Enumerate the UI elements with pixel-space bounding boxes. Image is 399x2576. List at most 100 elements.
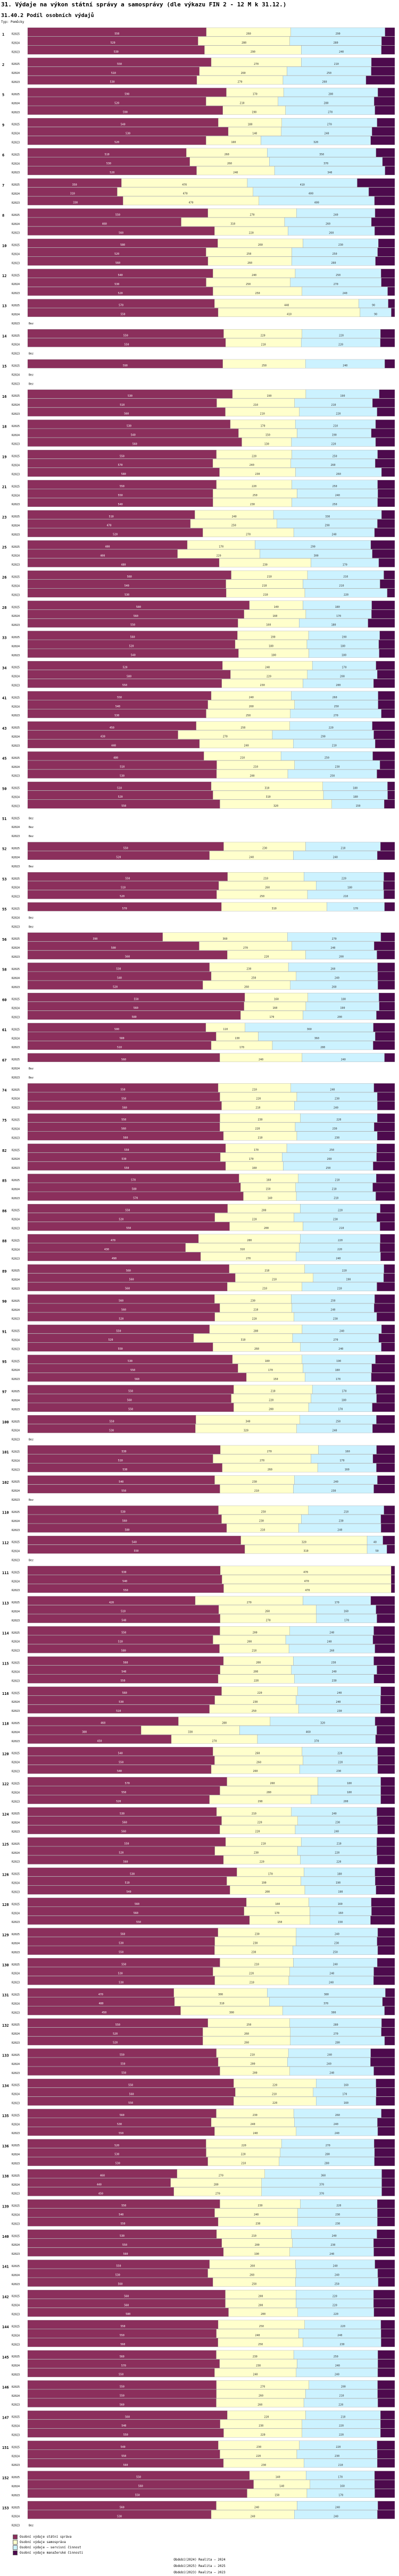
data-label: 190 — [342, 636, 346, 639]
data-label: 550 — [115, 2023, 120, 2027]
year-label: R2023 — [12, 1650, 20, 1653]
year-label: R2025 — [12, 1722, 20, 1725]
year-label: R2023 — [12, 775, 20, 778]
bar-segment — [378, 238, 395, 248]
bar-segment — [376, 1192, 395, 1201]
data-label: 550 — [120, 1679, 125, 1683]
group-label: 134 — [2, 2084, 9, 2088]
data-label: 360 — [307, 1028, 312, 1031]
group-label: 45 — [2, 757, 6, 761]
no-data-label: Bez — [29, 835, 34, 838]
bar-segment — [381, 709, 395, 718]
data-label: 210 — [240, 102, 245, 105]
year-label: R2025 — [12, 1782, 20, 1785]
data-label: 220 — [252, 455, 256, 458]
data-label: 550 — [136, 1921, 141, 1924]
data-label: 200 — [256, 1661, 261, 1665]
data-label: 280 — [325, 2162, 329, 2165]
year-label: R2024 — [12, 494, 20, 497]
bar-segment — [377, 2510, 395, 2519]
year-label: R2025 — [12, 123, 20, 127]
year-label: R2025 — [12, 817, 20, 820]
data-label: 220 — [329, 726, 334, 730]
bar-segment — [377, 1764, 395, 1774]
data-label: 220 — [338, 1761, 343, 1764]
year-label: R2023 — [12, 1861, 20, 1864]
bar-segment — [377, 2199, 395, 2209]
data-label: 170 — [253, 93, 257, 96]
data-label: 550 — [117, 696, 122, 699]
no-data-label: Bez — [29, 382, 34, 386]
data-label: 240 — [249, 696, 254, 699]
bar-segment — [373, 730, 395, 739]
data-label: 520 — [119, 1851, 123, 1854]
data-label: 230 — [333, 1218, 338, 1221]
data-label: 270 — [243, 947, 248, 950]
no-data-label: Bez — [29, 1559, 34, 1562]
data-label: 320 — [244, 1429, 248, 1432]
bar-segment — [375, 739, 395, 748]
bar-segment — [376, 1174, 395, 1183]
data-label: 260 — [270, 1782, 275, 1785]
data-label: 560 — [125, 1287, 130, 1291]
data-label: 210 — [263, 877, 268, 880]
data-label: 260 — [326, 222, 330, 225]
data-label: 560 — [123, 2464, 128, 2467]
bar-segment — [370, 1596, 395, 1605]
data-label: 560 — [132, 442, 137, 446]
data-label: 530 — [122, 1158, 127, 1161]
bar-segment — [381, 1342, 395, 1352]
data-label: 110 — [223, 1028, 228, 1031]
data-label: 270 — [326, 2144, 330, 2147]
bar-segment — [378, 640, 395, 649]
data-label: 220 — [336, 2204, 341, 2207]
data-label: 270 — [260, 1459, 264, 1462]
data-label: 560 — [124, 2304, 129, 2307]
bar-segment — [373, 1674, 395, 1684]
data-label: 220 — [339, 2424, 344, 2428]
bar-segment — [374, 2157, 395, 2166]
bar-segment — [380, 1686, 395, 1696]
data-label: 150 — [265, 1188, 270, 1191]
bar-segment — [377, 2458, 395, 2468]
bar-segment — [371, 66, 395, 76]
data-label: 550 — [114, 32, 119, 36]
data-label: 550 — [125, 1209, 130, 1212]
data-label: 250 — [332, 485, 337, 488]
year-label: R2023 — [12, 684, 20, 688]
year-label: R2024 — [12, 344, 20, 347]
data-label: 220 — [342, 1269, 347, 1273]
bar-segment — [377, 670, 395, 679]
data-label: 550 — [119, 2132, 123, 2135]
group-label: 126 — [2, 1872, 9, 1877]
year-label: R2024 — [12, 555, 20, 558]
bar-segment — [384, 570, 395, 580]
data-label: 230 — [337, 1710, 342, 1713]
data-label: 210 — [343, 575, 348, 579]
data-label: 210 — [261, 343, 266, 346]
data-label: 230 — [334, 1942, 339, 1945]
data-label: 240 — [255, 2334, 260, 2337]
data-label: 400 — [309, 193, 313, 196]
year-label: R2023 — [12, 1136, 20, 1140]
data-label: 260 — [244, 2042, 249, 2045]
year-label: R2023 — [12, 1951, 20, 1954]
bar-segment — [372, 127, 395, 136]
data-label: 480 — [98, 2002, 103, 2005]
data-label: 240 — [335, 2364, 340, 2368]
year-label: R2024 — [12, 886, 20, 890]
data-label: 250 — [246, 283, 251, 286]
bar-segment — [378, 2350, 395, 2360]
data-label: 560 — [135, 1903, 139, 1906]
data-label: 560 — [123, 2253, 128, 2256]
bar-segment — [381, 278, 395, 287]
data-label: 530 — [116, 968, 121, 971]
data-label: 550 — [130, 624, 135, 627]
year-label: R2025 — [12, 1632, 20, 1635]
data-label: 520 — [114, 253, 119, 256]
data-label: 550 — [118, 494, 123, 497]
data-label: 550 — [123, 847, 128, 850]
data-label: 460 — [306, 1731, 311, 1734]
bar-segment — [377, 1282, 395, 1291]
